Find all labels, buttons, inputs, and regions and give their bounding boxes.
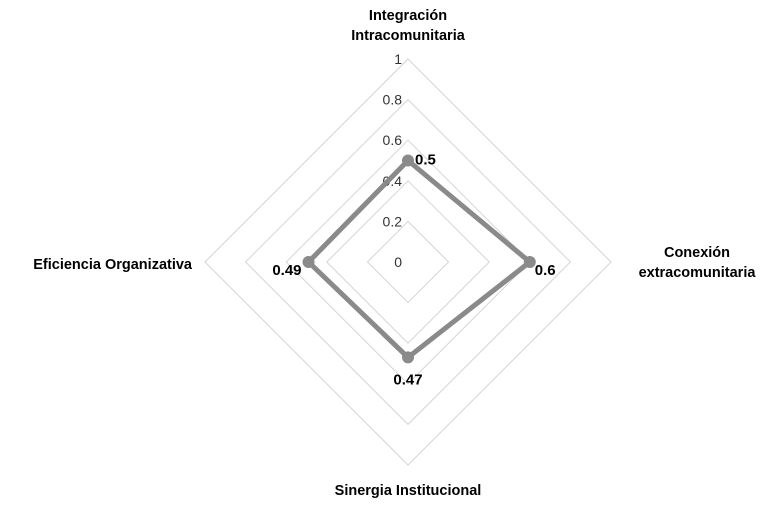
tick-label-1: 0.2 [383, 213, 403, 229]
grid-ring-1 [366, 220, 450, 304]
tick-label-3: 0.6 [383, 132, 403, 148]
radial-tick-labels: 00.20.40.60.81 [383, 51, 403, 270]
axis-label-1: Conexión extracomunitaria [639, 245, 757, 281]
tick-label-4: 0.8 [383, 92, 403, 108]
axis-label-2: Sinergia Institucional [335, 483, 482, 499]
data-label-3: 0.49 [272, 262, 301, 279]
tick-label-5: 1 [394, 51, 402, 67]
data-label-0: 0.5 [415, 152, 436, 169]
data-labels: 0.5 0.6 0.47 0.49 [272, 152, 555, 389]
axis-label-line: Sinergia Institucional [335, 483, 482, 499]
axis-label-line: extracomunitaria [639, 265, 757, 281]
data-point-3 [302, 256, 315, 268]
axis-labels: Integración Intracomunitaria Conexión extra… [33, 8, 756, 499]
axis-label-line: Intracomunitaria [351, 28, 466, 44]
grid-ring-5 [204, 58, 612, 466]
series-layer [302, 154, 536, 364]
data-point-1 [523, 256, 536, 268]
data-point-2 [402, 351, 414, 364]
series-line-0 [306, 158, 533, 360]
axis-label-line: Eficiencia Organizativa [33, 257, 193, 273]
axis-label-line: Integración [369, 8, 447, 24]
grid-ring-4 [244, 98, 572, 426]
tick-label-0: 0 [394, 254, 402, 270]
data-label-2: 0.47 [393, 371, 422, 388]
grid-ring-3 [285, 139, 531, 385]
grid-ring-2 [326, 180, 490, 344]
grid-layer [204, 58, 612, 466]
axis-label-3: Eficiencia Organizativa [33, 257, 193, 273]
data-point-0 [402, 154, 414, 167]
data-label-1: 0.6 [535, 262, 556, 279]
axis-label-line: Conexión [664, 245, 730, 261]
axis-label-0: Integración Intracomunitaria [351, 8, 466, 44]
